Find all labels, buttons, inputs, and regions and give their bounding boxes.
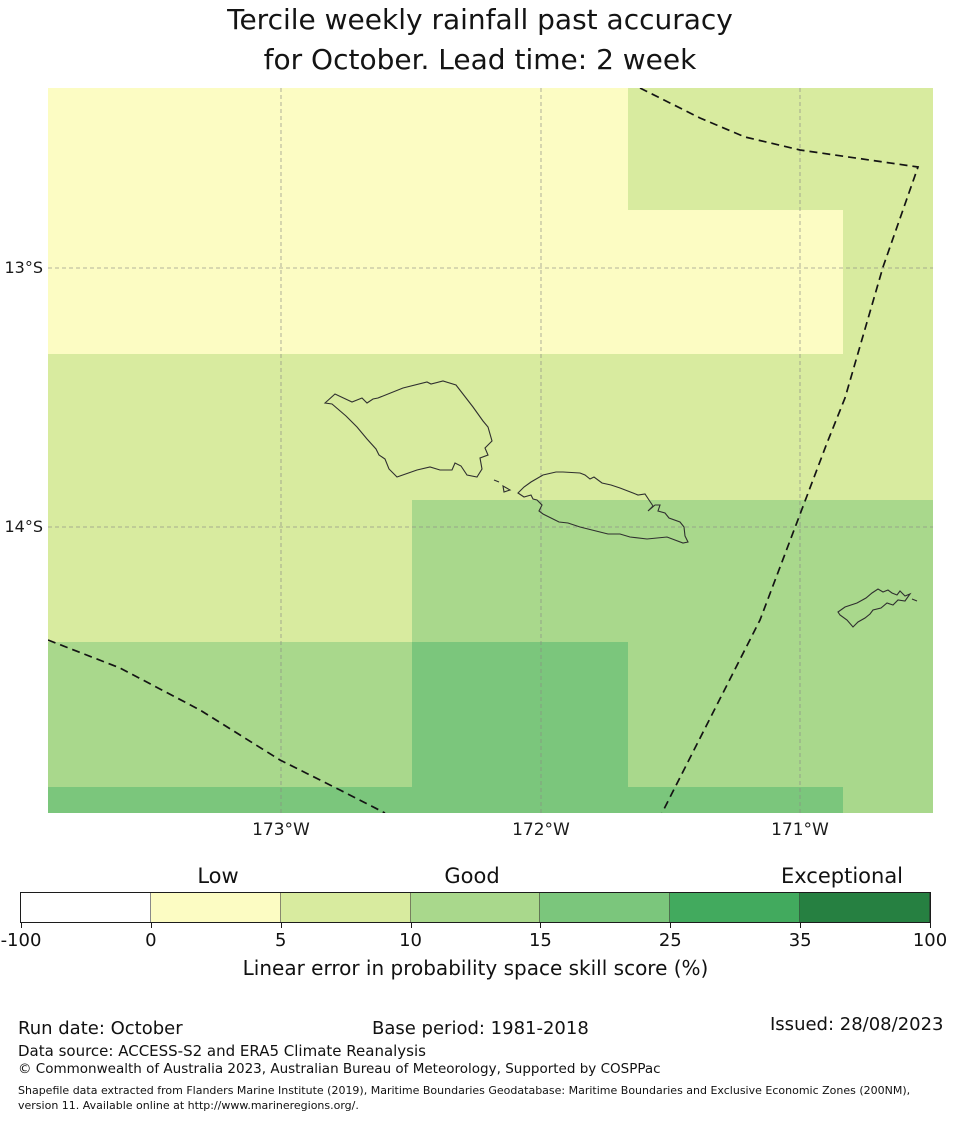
colorbar-tick-label: 100 xyxy=(912,930,948,951)
colorbar-segment xyxy=(800,893,931,922)
map-area xyxy=(48,88,933,813)
island-tutuila-outline xyxy=(837,588,912,628)
x-axis-tick-label: 171°W xyxy=(771,820,829,840)
colorbar-tick-label: 0 xyxy=(145,930,157,951)
colorbar-tick-label: 35 xyxy=(788,930,812,951)
skill-cell-5-10 xyxy=(843,88,933,354)
skill-cell-0-5 xyxy=(48,88,628,210)
colorbar-segment xyxy=(670,893,801,922)
colorbar-segment xyxy=(150,893,281,922)
colorbar-region-label-low: Low xyxy=(197,864,239,888)
colorbar-tick xyxy=(150,923,152,928)
skill-cell-15-25 xyxy=(48,787,412,813)
islet-aunuu xyxy=(911,598,918,602)
colorbar-tick xyxy=(800,923,802,928)
islet-apolima xyxy=(502,484,512,493)
data-source-text: Data source: ACCESS-S2 and ERA5 Climate … xyxy=(18,1042,426,1060)
colorbar-tick-label: 10 xyxy=(399,930,423,951)
colorbar-tick-label: 5 xyxy=(274,930,287,951)
island-upolu-outline xyxy=(517,471,689,544)
figure-title: Tercile weekly rainfall past accuracy fo… xyxy=(0,0,960,80)
colorbar-tick xyxy=(670,923,672,928)
skill-cell-0-5 xyxy=(48,210,843,354)
colorbar-tick xyxy=(930,923,931,928)
skill-cell-layer xyxy=(48,88,933,813)
y-axis-tick-label: 13°S xyxy=(4,258,43,277)
x-axis-tick-label: 172°W xyxy=(512,820,570,840)
issued-date-text: Issued: 28/08/2023 xyxy=(770,1014,944,1035)
colorbar-tick-label: -100 xyxy=(0,930,42,951)
skill-cell-5-10 xyxy=(48,354,933,500)
colorbar-segment xyxy=(410,893,541,922)
copyright-text: © Commonwealth of Australia 2023, Austra… xyxy=(18,1061,661,1077)
colorbar-tick-label: 15 xyxy=(528,930,552,951)
title-line-2: for October. Lead time: 2 week xyxy=(263,43,697,76)
colorbar-segment xyxy=(540,893,671,922)
skill-cell-5-10 xyxy=(628,88,843,210)
colorbar-segment xyxy=(21,893,151,922)
colorbar-tick xyxy=(280,923,282,928)
colorbar-tick xyxy=(410,923,412,928)
map-svg xyxy=(48,88,933,813)
title-line-1: Tercile weekly rainfall past accuracy xyxy=(227,3,733,36)
skill-cell-15-25 xyxy=(628,787,843,813)
gridline-layer xyxy=(48,88,933,813)
skill-cell-15-25 xyxy=(412,642,628,813)
x-axis-tick-label: 173°W xyxy=(252,820,310,840)
islet-manono xyxy=(493,479,500,483)
run-date-text: Run date: October xyxy=(18,1018,183,1039)
eez-boundary-north xyxy=(639,88,920,813)
colorbar-region-label-exceptional: Exceptional xyxy=(780,864,904,888)
colorbar: -100 0 5 10 15 25 35 100 Low Good Exceptional xyxy=(1,864,948,951)
colorbar-tick xyxy=(540,923,542,928)
shapefile-attribution-text: Shapefile data extracted from Flanders M… xyxy=(18,1084,911,1112)
skill-cell-10-15 xyxy=(412,500,933,642)
colorbar-tick xyxy=(21,923,22,928)
colorbar-axis-label: Linear error in probability space skill … xyxy=(242,956,709,980)
skill-cell-10-15 xyxy=(628,642,933,787)
colorbar-segment xyxy=(280,893,411,922)
skill-cell-10-15 xyxy=(843,787,933,813)
eez-boundary-southwest xyxy=(48,639,386,813)
y-axis-tick-label: 14°S xyxy=(4,517,43,536)
colorbar-region-label-good: Good xyxy=(444,864,500,888)
colorbar-tick-label: 25 xyxy=(658,930,682,951)
base-period-text: Base period: 1981-2018 xyxy=(372,1018,589,1039)
skill-cell-5-10 xyxy=(48,500,412,642)
skill-cell-10-15 xyxy=(48,642,412,787)
island-savaii-outline xyxy=(323,380,493,478)
